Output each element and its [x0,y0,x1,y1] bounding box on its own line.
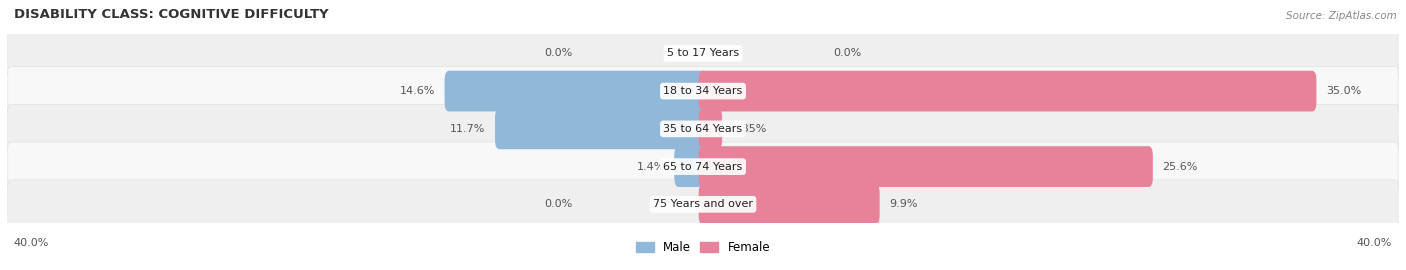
Text: 65 to 74 Years: 65 to 74 Years [664,162,742,172]
Text: 14.6%: 14.6% [399,86,434,96]
FancyBboxPatch shape [444,71,707,112]
Text: 11.7%: 11.7% [450,124,485,134]
Text: 40.0%: 40.0% [1357,238,1392,248]
FancyBboxPatch shape [8,142,1398,191]
Text: 0.0%: 0.0% [544,48,572,58]
Text: 40.0%: 40.0% [14,238,49,248]
FancyBboxPatch shape [8,67,1398,116]
Text: 18 to 34 Years: 18 to 34 Years [664,86,742,96]
Text: 0.85%: 0.85% [731,124,768,134]
Text: 1.4%: 1.4% [637,162,665,172]
FancyBboxPatch shape [675,146,707,187]
FancyBboxPatch shape [8,29,1398,78]
Legend: Male, Female: Male, Female [631,237,775,259]
Text: Source: ZipAtlas.com: Source: ZipAtlas.com [1285,11,1396,21]
FancyBboxPatch shape [699,184,880,225]
Text: 35.0%: 35.0% [1326,86,1361,96]
Text: 0.0%: 0.0% [544,199,572,209]
FancyBboxPatch shape [699,71,1316,112]
FancyBboxPatch shape [8,180,1398,229]
Text: 9.9%: 9.9% [889,199,918,209]
Text: 35 to 64 Years: 35 to 64 Years [664,124,742,134]
Text: 25.6%: 25.6% [1163,162,1198,172]
FancyBboxPatch shape [699,109,723,149]
Text: DISABILITY CLASS: COGNITIVE DIFFICULTY: DISABILITY CLASS: COGNITIVE DIFFICULTY [14,8,329,21]
Text: 75 Years and over: 75 Years and over [652,199,754,209]
Text: 5 to 17 Years: 5 to 17 Years [666,48,740,58]
Text: 0.0%: 0.0% [834,48,862,58]
FancyBboxPatch shape [699,146,1153,187]
FancyBboxPatch shape [8,104,1398,153]
FancyBboxPatch shape [495,109,707,149]
